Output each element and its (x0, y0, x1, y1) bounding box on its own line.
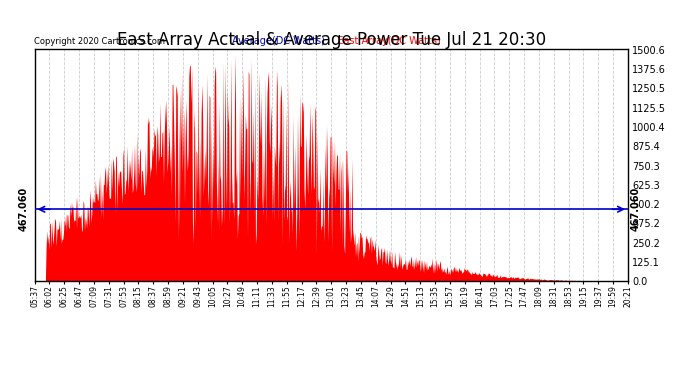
Title: East Array Actual & Average Power Tue Jul 21 20:30: East Array Actual & Average Power Tue Ju… (117, 31, 546, 49)
Text: East Array(DC Watts): East Array(DC Watts) (331, 36, 441, 46)
Text: 467.060: 467.060 (19, 187, 28, 231)
Text: Copyright 2020 Cartronics.com: Copyright 2020 Cartronics.com (34, 38, 166, 46)
Text: 467.060: 467.060 (631, 187, 641, 231)
Text: Average(DC Watts): Average(DC Watts) (232, 36, 331, 46)
